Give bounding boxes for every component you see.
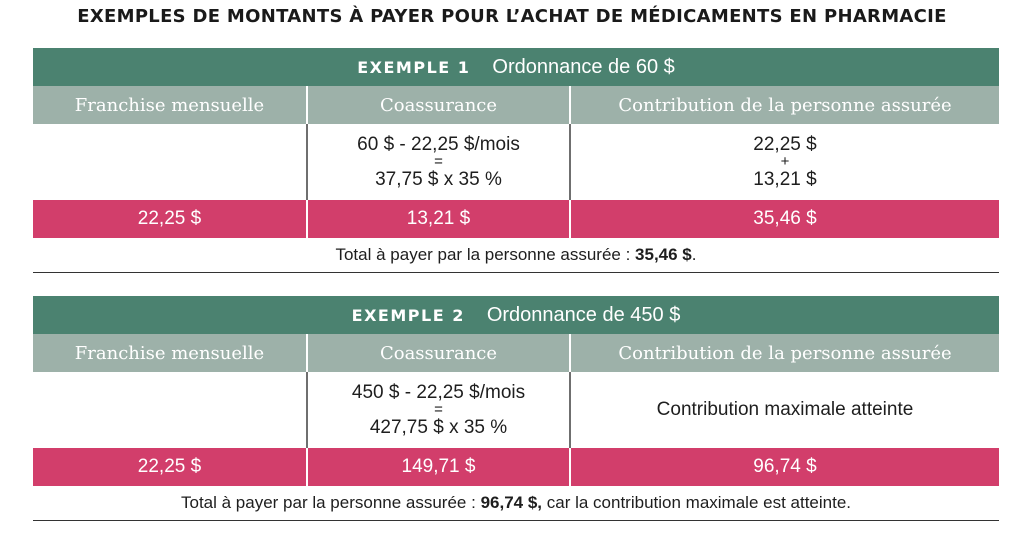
example-1-calculation-row: 60 $ - 22,25 $/mois = 37,75 $ x 35 % 22,… [33,124,999,200]
calc-coinsurance-operator: = [434,401,443,419]
calc-coinsurance-line2: 37,75 $ x 35 % [375,168,502,190]
calc-contribution: 22,25 $ + 13,21 $ [569,124,999,200]
column-header-coinsurance: Coassurance [306,334,569,372]
example-2-header: EXEMPLE 2 Ordonnance de 450 $ [33,296,999,334]
example-1-header: EXEMPLE 1 Ordonnance de 60 $ [33,48,999,86]
example-2-prescription: Ordonnance de 450 $ [486,303,681,326]
example-2-column-headers: Franchise mensuelle Coassurance Contribu… [33,334,999,372]
column-header-contribution: Contribution de la personne assurée [569,86,999,124]
result-deductible: 22,25 $ [137,456,202,477]
result-contribution: 96,74 $ [569,448,999,486]
column-header-contribution: Contribution de la personne assurée [569,334,999,372]
total-amount: 96,74 $, [480,493,543,512]
total-prefix: Total à payer par la personne assurée : [335,245,631,264]
calc-coinsurance-line2: 427,75 $ x 35 % [369,416,508,438]
example-2-label: EXEMPLE 2 [351,305,465,325]
calc-coinsurance: 60 $ - 22,25 $/mois = 37,75 $ x 35 % [306,124,569,200]
example-1-total: Total à payer par la personne assurée : … [33,238,999,273]
result-coinsurance: 13,21 $ [306,200,569,238]
total-suffix: . [691,245,697,264]
example-1-column-headers: Franchise mensuelle Coassurance Contribu… [33,86,999,124]
calc-deductible-empty [33,372,306,448]
calc-deductible-empty [33,124,306,200]
total-amount: 35,46 $ [635,245,692,264]
total-suffix: car la contribution maximale est atteint… [546,493,852,512]
calc-coinsurance-operator: = [434,153,443,171]
total-prefix: Total à payer par la personne assurée : [180,493,476,512]
calc-contribution-max: Contribution maximale atteinte [569,372,999,448]
column-header-deductible: Franchise mensuelle [74,94,265,116]
calc-coinsurance-line1: 60 $ - 22,25 $/mois [357,133,520,155]
example-2-total: Total à payer par la personne assurée : … [33,486,999,521]
page-title: EXEMPLES DE MONTANTS À PAYER POUR L’ACHA… [77,6,947,27]
example-1-prescription: Ordonnance de 60 $ [492,55,675,78]
column-header-coinsurance: Coassurance [306,86,569,124]
result-contribution: 35,46 $ [569,200,999,238]
example-2-table: EXEMPLE 2 Ordonnance de 450 $ Franchise … [33,296,999,521]
calc-contribution-operator: + [780,153,790,171]
example-1-result-row: 22,25 $ 13,21 $ 35,46 $ [33,200,999,238]
example-1-label: EXEMPLE 1 [357,57,471,77]
calc-contribution-line2: 13,21 $ [753,168,817,190]
column-header-deductible: Franchise mensuelle [74,342,265,364]
result-coinsurance: 149,71 $ [306,448,569,486]
calc-coinsurance: 450 $ - 22,25 $/mois = 427,75 $ x 35 % [306,372,569,448]
result-deductible: 22,25 $ [137,208,202,229]
calc-coinsurance-line1: 450 $ - 22,25 $/mois [351,381,526,403]
calc-contribution-line1: 22,25 $ [753,133,817,155]
example-2-calculation-row: 450 $ - 22,25 $/mois = 427,75 $ x 35 % C… [33,372,999,448]
example-2-result-row: 22,25 $ 149,71 $ 96,74 $ [33,448,999,486]
example-1-table: EXEMPLE 1 Ordonnance de 60 $ Franchise m… [33,48,999,273]
